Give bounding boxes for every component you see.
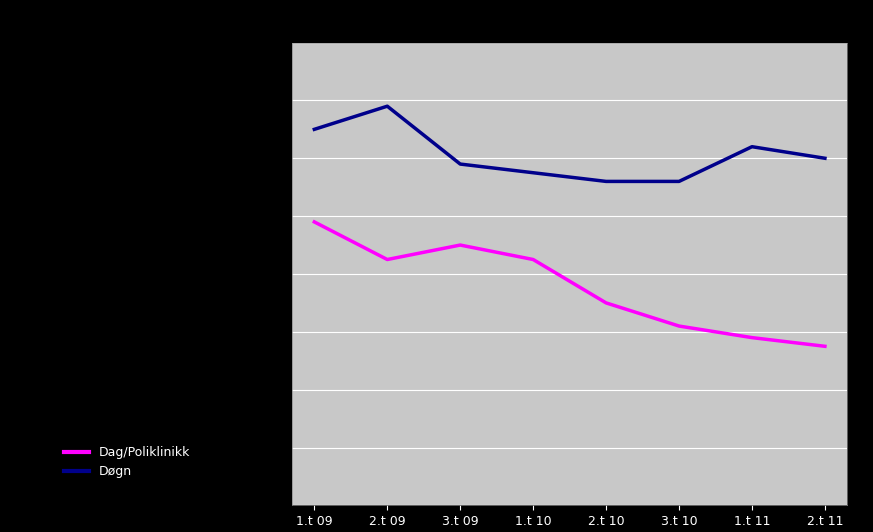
Legend: Dag/Poliklinikk, Døgn: Dag/Poliklinikk, Døgn [58,441,195,483]
